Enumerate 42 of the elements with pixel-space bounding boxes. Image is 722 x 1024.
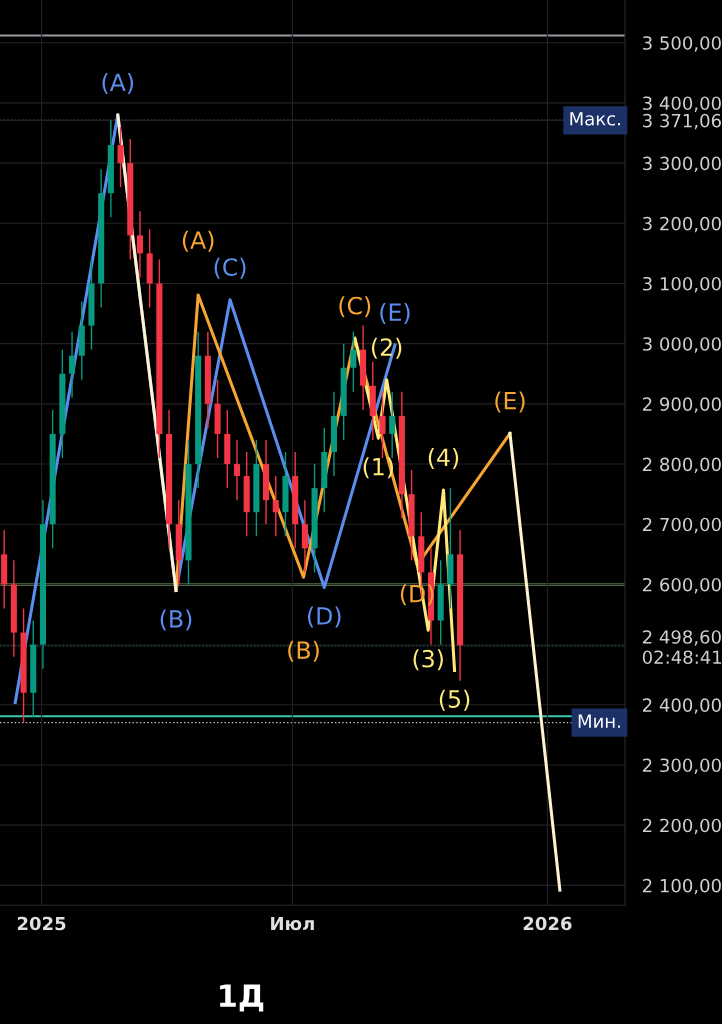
annotation: (E) [495,391,525,413]
y-tick-label: 2 100,00 [642,878,721,895]
y-tick-label: 2 200,00 [642,818,721,835]
x-tick-label: 2025 [17,916,66,931]
candlestick [233,439,241,501]
y-tick-label: 3 500,00 [643,36,721,52]
y-tick-label: 2 900,00 [642,397,721,413]
annotation: (D) [308,606,341,628]
candlestick [136,210,144,279]
candlestick [272,475,279,537]
y-tick-label: 3 371,06 [643,113,721,130]
y-tick-label: 2 498,60 02:48:41 [642,630,722,665]
annotation: (C) [214,257,246,279]
annotation: (B) [160,609,192,631]
x-tick-label: Июл [271,916,314,931]
y-tick-label: 2 300,00 [642,758,721,774]
candlestick [117,126,124,188]
y-tick-label: 3 400,00 [643,96,721,112]
ref-line-label: Мин. [578,714,620,728]
y-tick-label: 3 200,00 [643,216,721,233]
annotation: (E) [380,302,410,324]
y-tick-label: 3 000,00 [643,337,721,353]
text: 1Д [220,984,264,1012]
annotation: (A) [182,230,214,252]
y-tick-label: 3 100,00 [643,276,721,293]
x-tick-label: 2026 [523,916,572,931]
y-tick-label: 2 700,00 [642,517,721,534]
annotation: (4) [428,447,459,469]
candlestick [69,330,76,399]
annotation: (3) [413,649,443,671]
y-tick-label: 2 800,00 [642,457,721,473]
ref-line-label: Макс. [570,112,620,126]
candlestick [350,330,357,393]
y-tick-label: 2 600,00 [642,577,721,594]
y-tick-label: 2 400,00 [642,698,721,714]
annotation: (5) [439,689,470,711]
annotation: (A) [102,73,134,95]
candlestick [379,391,386,459]
annotation: (C) [339,296,371,318]
candlestick [389,391,396,459]
annotation: (B) [288,640,319,662]
y-tick-label: 3 300,00 [643,156,721,173]
